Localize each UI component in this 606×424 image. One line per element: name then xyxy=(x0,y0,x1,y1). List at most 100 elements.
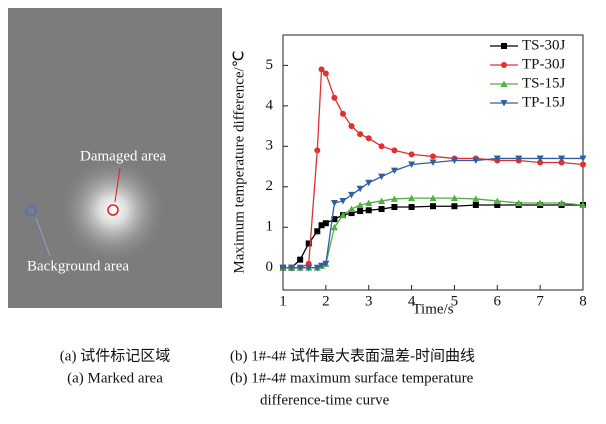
marker xyxy=(348,123,355,130)
x-tick-label: 7 xyxy=(536,293,544,309)
marker xyxy=(558,155,566,162)
marker xyxy=(408,194,416,202)
marker xyxy=(515,155,523,162)
marker xyxy=(391,147,398,154)
marker xyxy=(340,110,346,117)
marker xyxy=(494,202,501,208)
legend-label: TP-15J xyxy=(522,94,566,110)
marker xyxy=(322,220,329,227)
marker xyxy=(408,161,416,169)
marker xyxy=(408,151,415,158)
x-tick-label: 4 xyxy=(408,293,416,309)
y-tick-label: 4 xyxy=(266,97,274,113)
marker xyxy=(378,173,386,181)
marker xyxy=(558,199,566,206)
caption: difference-time curve xyxy=(260,392,390,408)
x-tick-label: 1 xyxy=(279,293,287,309)
marker xyxy=(322,260,330,268)
legend-symbol xyxy=(500,100,508,107)
caption: (b) 1#-4# 试件最大表面温差-时间曲线 xyxy=(230,347,475,364)
y-tick-label: 1 xyxy=(266,219,274,235)
marker xyxy=(579,155,587,162)
marker xyxy=(356,201,364,208)
marker xyxy=(378,143,385,150)
marker xyxy=(318,222,325,229)
legend-label: TS-15J xyxy=(522,75,566,91)
marker xyxy=(313,264,321,272)
marker xyxy=(348,210,355,217)
marker xyxy=(305,264,313,272)
y-axis-label: Maximum temperature difference/℃ xyxy=(231,50,247,273)
marker xyxy=(365,207,372,214)
marker xyxy=(357,208,364,215)
y-tick-label: 5 xyxy=(266,57,274,73)
hot-spot xyxy=(58,155,168,265)
marker xyxy=(356,185,364,193)
marker xyxy=(357,131,364,138)
marker xyxy=(322,70,329,77)
marker xyxy=(314,228,321,235)
marker xyxy=(537,159,544,166)
legend-symbol xyxy=(500,80,508,87)
damaged-marker xyxy=(107,204,119,216)
y-tick-label: 0 xyxy=(266,259,274,275)
marker xyxy=(305,240,312,247)
legend-symbol xyxy=(501,62,507,68)
arrow xyxy=(35,217,51,257)
x-tick-label: 8 xyxy=(579,293,587,309)
marker xyxy=(493,155,501,162)
series-line xyxy=(283,204,583,269)
marker xyxy=(378,197,386,204)
y-tick-label: 2 xyxy=(266,178,274,194)
marker xyxy=(515,199,523,206)
legend-label: TP-30J xyxy=(522,56,566,72)
legend-label: TS-30J xyxy=(522,37,566,53)
x-tick-label: 2 xyxy=(322,293,330,309)
marker xyxy=(451,203,458,210)
marker xyxy=(493,197,501,204)
marker xyxy=(330,199,338,207)
marker xyxy=(408,204,415,211)
marker xyxy=(429,194,437,202)
marker xyxy=(314,147,321,154)
marker xyxy=(339,197,347,205)
marker xyxy=(339,211,347,219)
marker xyxy=(348,205,356,213)
marker xyxy=(472,202,479,208)
marker xyxy=(279,264,287,272)
arrow xyxy=(114,167,121,203)
marker xyxy=(429,159,437,166)
marker xyxy=(558,159,565,166)
label: Background area xyxy=(27,258,129,274)
marker xyxy=(365,135,372,142)
marker xyxy=(579,201,587,208)
caption: (b) 1#-4# maximum surface temperature xyxy=(230,370,474,386)
marker xyxy=(331,94,338,101)
label: Damaged area xyxy=(80,148,167,164)
marker xyxy=(472,195,480,202)
marker xyxy=(288,264,296,272)
marker xyxy=(536,155,544,162)
background-marker xyxy=(25,205,37,217)
marker xyxy=(378,206,385,213)
marker xyxy=(318,262,326,270)
x-axis-label: Time/s xyxy=(412,301,453,317)
marker xyxy=(391,204,398,211)
marker xyxy=(450,194,458,202)
marker xyxy=(331,216,338,223)
x-tick-label: 3 xyxy=(365,293,373,309)
marker xyxy=(365,199,373,206)
marker xyxy=(390,195,398,202)
marker xyxy=(365,179,373,187)
y-tick-label: 3 xyxy=(266,138,274,154)
marker xyxy=(297,256,304,263)
marker xyxy=(318,66,325,73)
x-tick-label: 5 xyxy=(451,293,459,309)
marker xyxy=(390,167,398,175)
marker xyxy=(450,157,458,164)
series-line xyxy=(283,157,583,269)
marker xyxy=(348,191,356,199)
marker xyxy=(430,203,436,210)
caption: (a) Marked area xyxy=(67,370,163,386)
